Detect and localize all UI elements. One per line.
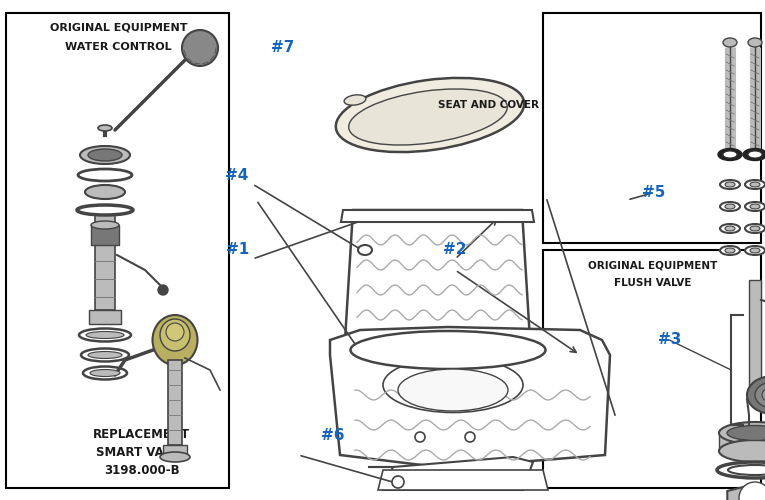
Circle shape: [392, 476, 404, 488]
Polygon shape: [345, 210, 530, 340]
Text: REPLACEMENT: REPLACEMENT: [93, 428, 190, 442]
Polygon shape: [368, 457, 533, 490]
Text: #7: #7: [272, 40, 295, 55]
Ellipse shape: [750, 204, 760, 209]
Circle shape: [465, 432, 475, 442]
Ellipse shape: [720, 224, 740, 233]
Ellipse shape: [725, 226, 735, 231]
Ellipse shape: [727, 426, 765, 440]
Bar: [163, 445, 187, 457]
Ellipse shape: [747, 376, 765, 414]
Text: #2: #2: [444, 242, 467, 258]
Circle shape: [415, 432, 425, 442]
Ellipse shape: [745, 246, 765, 255]
Circle shape: [182, 30, 218, 66]
Ellipse shape: [720, 202, 740, 211]
Text: FLUSH VALVE: FLUSH VALVE: [614, 278, 692, 287]
Bar: [89, 310, 121, 324]
Ellipse shape: [98, 125, 112, 131]
Bar: [6, 12, 230, 488]
Ellipse shape: [728, 465, 765, 475]
Bar: [168, 360, 182, 445]
Text: #4: #4: [226, 168, 249, 182]
Ellipse shape: [90, 370, 120, 376]
Ellipse shape: [383, 358, 523, 412]
Ellipse shape: [723, 151, 737, 158]
Ellipse shape: [88, 149, 122, 161]
Ellipse shape: [86, 332, 124, 338]
Ellipse shape: [336, 78, 524, 152]
Ellipse shape: [743, 148, 765, 160]
Circle shape: [158, 285, 168, 295]
Ellipse shape: [166, 323, 184, 341]
Text: 3198.000-B: 3198.000-B: [104, 464, 179, 476]
Ellipse shape: [85, 185, 125, 199]
Ellipse shape: [81, 348, 129, 362]
Bar: [91, 225, 119, 245]
Ellipse shape: [77, 205, 133, 215]
Ellipse shape: [750, 248, 760, 253]
Ellipse shape: [88, 352, 122, 358]
Ellipse shape: [160, 452, 190, 462]
Ellipse shape: [748, 151, 762, 158]
Ellipse shape: [83, 366, 127, 380]
Ellipse shape: [349, 89, 507, 145]
Ellipse shape: [725, 182, 735, 187]
Ellipse shape: [750, 226, 760, 231]
Text: SMART VALVE: SMART VALVE: [96, 446, 187, 459]
Bar: [95, 215, 115, 310]
Polygon shape: [728, 484, 765, 500]
Bar: [719, 433, 765, 451]
Text: WATER CONTROL: WATER CONTROL: [65, 42, 172, 52]
Ellipse shape: [79, 328, 131, 342]
Ellipse shape: [358, 245, 372, 255]
Ellipse shape: [78, 169, 132, 181]
Bar: [543, 250, 761, 488]
Ellipse shape: [718, 148, 742, 160]
Ellipse shape: [762, 387, 765, 403]
Text: #5: #5: [643, 185, 666, 200]
Ellipse shape: [755, 382, 765, 408]
Polygon shape: [341, 210, 534, 222]
Ellipse shape: [725, 248, 735, 253]
Ellipse shape: [723, 38, 737, 47]
Text: SEAT AND COVER: SEAT AND COVER: [438, 100, 539, 110]
Ellipse shape: [91, 221, 119, 229]
Ellipse shape: [350, 331, 545, 369]
Bar: [749, 280, 761, 390]
Ellipse shape: [344, 95, 366, 105]
Ellipse shape: [748, 38, 762, 47]
Bar: [543, 12, 761, 242]
Text: #6: #6: [321, 428, 344, 442]
Text: #1: #1: [226, 242, 249, 258]
Ellipse shape: [750, 182, 760, 187]
Ellipse shape: [398, 369, 508, 411]
Ellipse shape: [725, 204, 735, 209]
Text: ORIGINAL EQUIPMENT: ORIGINAL EQUIPMENT: [50, 22, 187, 32]
Ellipse shape: [80, 146, 130, 164]
Ellipse shape: [745, 224, 765, 233]
Ellipse shape: [745, 180, 765, 189]
Polygon shape: [378, 470, 548, 490]
Polygon shape: [330, 327, 610, 470]
Ellipse shape: [719, 440, 765, 462]
Circle shape: [739, 482, 765, 500]
Ellipse shape: [717, 462, 765, 478]
Ellipse shape: [719, 422, 765, 444]
Ellipse shape: [160, 319, 190, 351]
Ellipse shape: [152, 315, 197, 365]
Ellipse shape: [720, 246, 740, 255]
Text: #3: #3: [658, 332, 681, 347]
Ellipse shape: [745, 202, 765, 211]
Text: ORIGINAL EQUIPMENT: ORIGINAL EQUIPMENT: [588, 260, 718, 270]
Ellipse shape: [720, 180, 740, 189]
